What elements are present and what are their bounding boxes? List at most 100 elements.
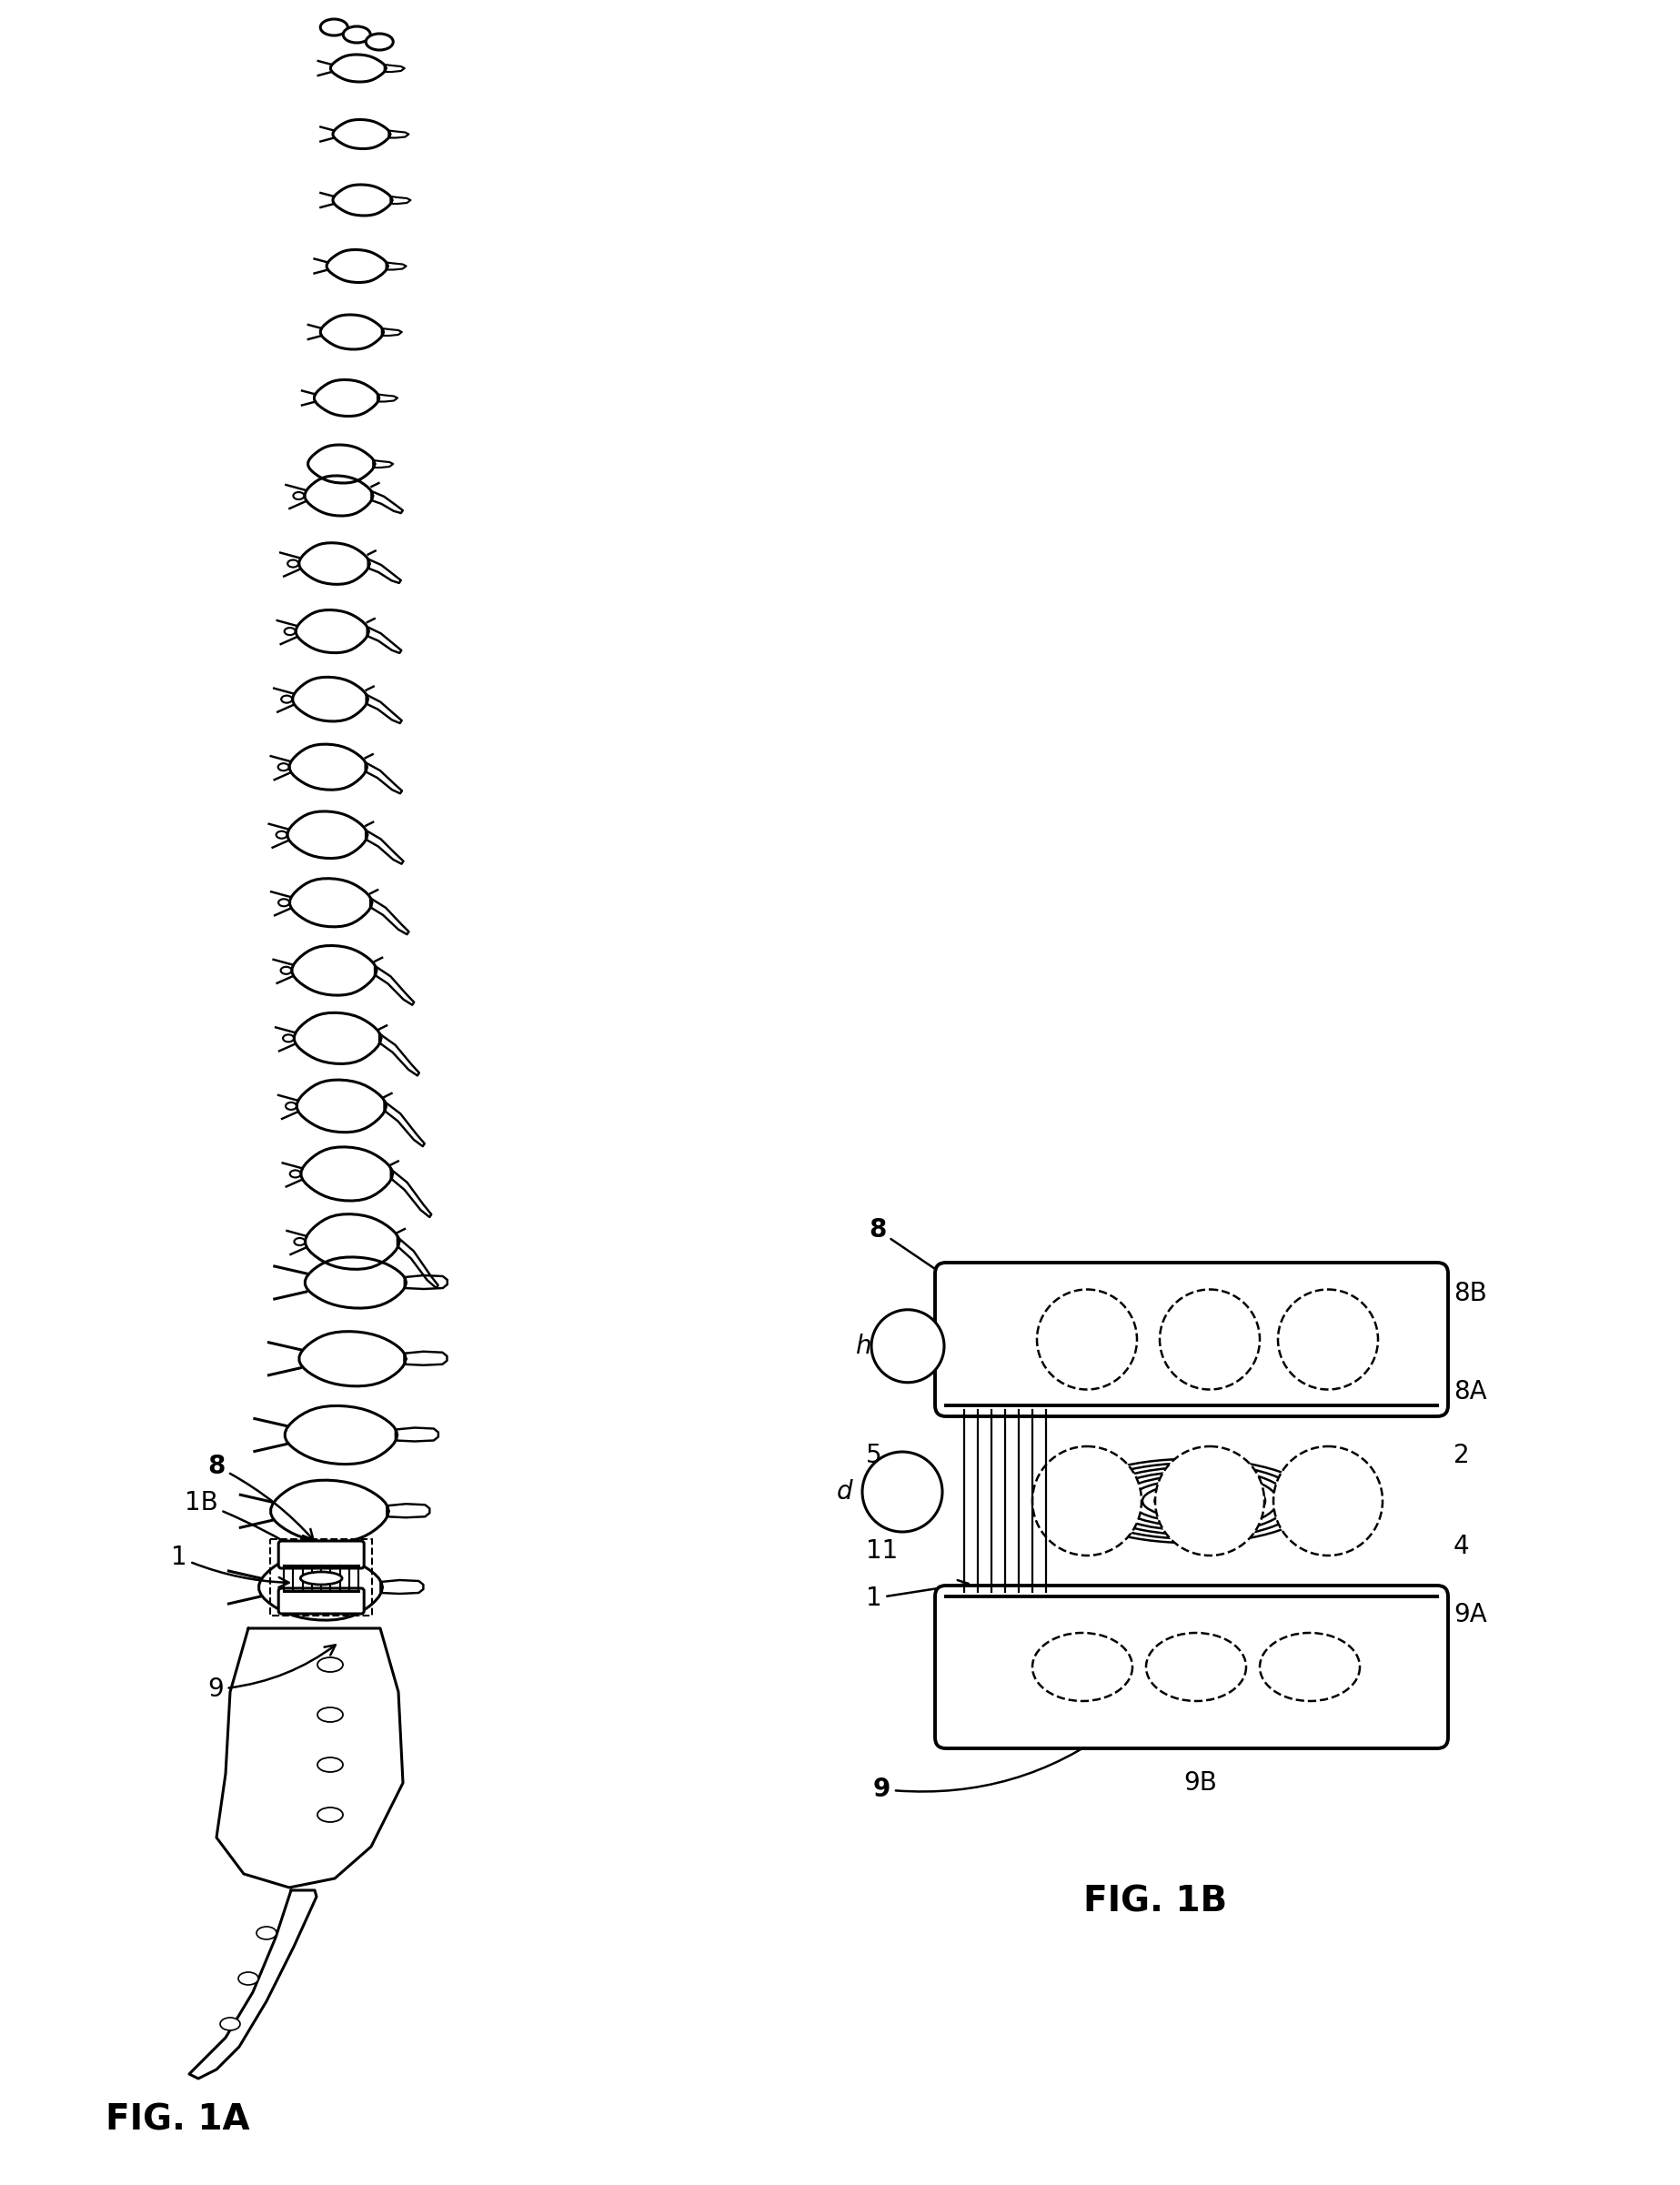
- Text: 8B: 8B: [1453, 1280, 1487, 1307]
- FancyBboxPatch shape: [936, 1263, 1448, 1416]
- Text: g: g: [1075, 1289, 1090, 1313]
- Polygon shape: [294, 1012, 381, 1064]
- FancyBboxPatch shape: [936, 1586, 1448, 1748]
- Text: 8: 8: [869, 1217, 964, 1289]
- Polygon shape: [371, 492, 403, 513]
- Ellipse shape: [318, 1807, 343, 1822]
- Polygon shape: [190, 1890, 316, 2078]
- Circle shape: [1159, 1289, 1260, 1390]
- Ellipse shape: [1154, 1488, 1228, 1514]
- Circle shape: [1278, 1289, 1378, 1390]
- Circle shape: [872, 1309, 944, 1383]
- Polygon shape: [299, 1331, 407, 1385]
- Polygon shape: [365, 763, 402, 793]
- Ellipse shape: [318, 1658, 343, 1672]
- Text: e: e: [1198, 1289, 1213, 1313]
- Text: 8A: 8A: [1453, 1379, 1487, 1405]
- Polygon shape: [301, 1147, 393, 1202]
- Polygon shape: [299, 542, 370, 583]
- Polygon shape: [381, 1580, 423, 1593]
- Polygon shape: [287, 811, 368, 859]
- Ellipse shape: [239, 1973, 259, 1984]
- Polygon shape: [296, 610, 368, 653]
- Text: FIG. 1B: FIG. 1B: [1084, 1883, 1226, 1918]
- Polygon shape: [368, 559, 402, 583]
- Circle shape: [1033, 1446, 1141, 1556]
- Polygon shape: [217, 1628, 403, 1888]
- Polygon shape: [386, 262, 407, 269]
- Text: 9A: 9A: [1453, 1602, 1487, 1628]
- FancyBboxPatch shape: [279, 1588, 365, 1615]
- Ellipse shape: [286, 1103, 297, 1110]
- Ellipse shape: [294, 492, 304, 500]
- Polygon shape: [366, 830, 403, 863]
- Polygon shape: [292, 946, 376, 996]
- Circle shape: [1037, 1289, 1137, 1390]
- Polygon shape: [292, 677, 368, 721]
- Polygon shape: [378, 393, 398, 402]
- Text: 1: 1: [865, 1580, 968, 1610]
- Ellipse shape: [282, 1036, 294, 1042]
- Polygon shape: [405, 1276, 447, 1289]
- Ellipse shape: [276, 830, 287, 839]
- Circle shape: [862, 1451, 942, 1532]
- Polygon shape: [291, 878, 371, 926]
- Ellipse shape: [1117, 1475, 1265, 1525]
- Polygon shape: [391, 1169, 432, 1217]
- Text: 9: 9: [874, 1726, 1116, 1803]
- Ellipse shape: [284, 627, 296, 636]
- Ellipse shape: [279, 898, 289, 907]
- Text: 9: 9: [208, 1645, 336, 1702]
- Ellipse shape: [257, 1927, 277, 1940]
- Polygon shape: [368, 627, 402, 653]
- Circle shape: [1273, 1446, 1383, 1556]
- Text: 9B: 9B: [1184, 1770, 1218, 1796]
- Polygon shape: [366, 695, 402, 723]
- Ellipse shape: [281, 966, 292, 975]
- Polygon shape: [304, 476, 373, 516]
- Ellipse shape: [1131, 1479, 1253, 1523]
- Ellipse shape: [301, 1571, 343, 1584]
- Ellipse shape: [220, 2017, 240, 2030]
- Ellipse shape: [281, 695, 292, 704]
- Polygon shape: [307, 446, 375, 483]
- Text: b: b: [1307, 1665, 1322, 1687]
- Text: f: f: [1332, 1289, 1342, 1313]
- Polygon shape: [326, 249, 388, 282]
- Text: h: h: [855, 1333, 870, 1359]
- Polygon shape: [381, 328, 402, 336]
- Polygon shape: [333, 186, 391, 216]
- Polygon shape: [333, 120, 390, 149]
- Ellipse shape: [1094, 1468, 1290, 1534]
- Text: FIG. 1A: FIG. 1A: [106, 2102, 250, 2137]
- Ellipse shape: [343, 26, 370, 44]
- Text: 2: 2: [1453, 1442, 1470, 1468]
- Polygon shape: [314, 380, 380, 415]
- Polygon shape: [297, 1079, 386, 1132]
- Polygon shape: [373, 461, 393, 468]
- Text: 1: 1: [171, 1545, 289, 1588]
- Polygon shape: [385, 1101, 425, 1147]
- Ellipse shape: [291, 1171, 301, 1178]
- Text: a: a: [1179, 1669, 1194, 1691]
- Ellipse shape: [321, 20, 348, 35]
- Text: 4: 4: [1453, 1534, 1470, 1560]
- Ellipse shape: [1068, 1460, 1314, 1543]
- Polygon shape: [395, 1427, 438, 1442]
- Ellipse shape: [1080, 1464, 1302, 1538]
- Polygon shape: [386, 1503, 430, 1519]
- Polygon shape: [286, 1405, 396, 1464]
- Polygon shape: [398, 1237, 438, 1287]
- Polygon shape: [321, 315, 383, 350]
- Polygon shape: [306, 1256, 407, 1309]
- Polygon shape: [306, 1215, 400, 1269]
- Polygon shape: [289, 745, 366, 789]
- Polygon shape: [270, 1479, 388, 1543]
- Polygon shape: [259, 1554, 383, 1621]
- Ellipse shape: [294, 1239, 306, 1245]
- Polygon shape: [370, 898, 408, 935]
- Ellipse shape: [318, 1757, 343, 1772]
- Bar: [270, 1538, 373, 1615]
- Ellipse shape: [1105, 1471, 1277, 1529]
- Ellipse shape: [1142, 1484, 1240, 1519]
